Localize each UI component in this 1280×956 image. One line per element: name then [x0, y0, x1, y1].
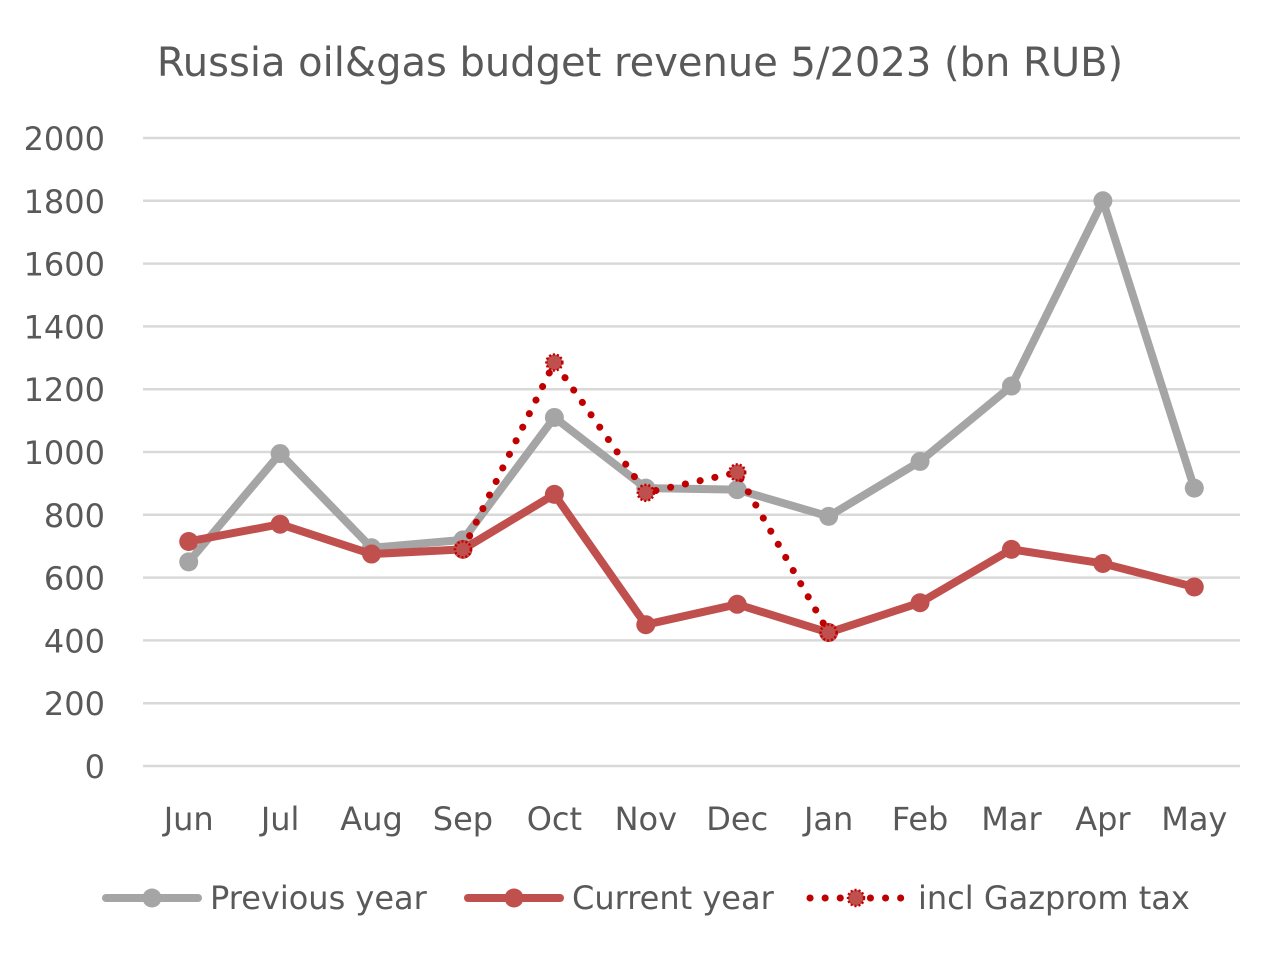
series-line	[184, 196, 1199, 566]
data-point	[179, 552, 199, 572]
y-tick-label: 1000	[24, 434, 105, 472]
x-tick-label: Mar	[981, 800, 1042, 838]
y-axis-ticks: 0 200 400 600 800 1000 1200 1400 1600 1800 2000	[24, 120, 105, 786]
legend-label: Current year	[572, 879, 775, 917]
data-point	[910, 451, 930, 471]
x-tick-label: Feb	[892, 800, 949, 838]
data-point	[1001, 539, 1021, 559]
data-point	[1184, 478, 1204, 498]
series-line	[459, 359, 833, 637]
data-point	[727, 480, 747, 500]
legend-marker	[846, 888, 866, 908]
data-point	[727, 463, 747, 482]
x-tick-label: Jan	[802, 800, 853, 838]
data-point	[819, 506, 839, 526]
legend-entry: Current year	[464, 879, 775, 917]
legend-label: Previous year	[210, 879, 428, 917]
y-tick-label: 2000	[24, 120, 105, 158]
data-point	[270, 444, 290, 464]
y-tick-label: 600	[44, 560, 105, 598]
x-axis-ticks: Jun Jul Aug Sep Oct Nov Dec Jan Feb Mar Apr May	[162, 800, 1228, 838]
y-tick-label: 800	[44, 497, 105, 535]
data-point	[1001, 376, 1021, 396]
x-tick-label: Apr	[1075, 800, 1131, 838]
x-tick-label: Dec	[706, 800, 768, 838]
data-point	[727, 594, 747, 614]
y-tick-label: 1800	[24, 183, 105, 221]
data-point	[270, 514, 290, 534]
data-point	[453, 540, 473, 559]
y-tick-label: 1400	[24, 308, 105, 346]
y-tick-label: 200	[44, 685, 105, 723]
data-point	[545, 353, 564, 372]
legend-entry: incl Gazprom tax	[806, 879, 1190, 917]
series-group	[179, 191, 1204, 643]
data-point	[1184, 577, 1204, 597]
x-tick-label: Sep	[433, 800, 493, 838]
x-tick-label: Nov	[615, 800, 677, 838]
data-point	[544, 484, 564, 504]
legend: Previous year Current year incl Gazprom ta…	[102, 879, 1190, 917]
series-incl-gazprom-tax	[453, 353, 838, 642]
x-tick-label: Jul	[259, 800, 300, 838]
y-tick-label: 1200	[24, 371, 105, 409]
y-tick-label: 0	[85, 748, 105, 786]
legend-entry: Previous year	[102, 879, 428, 917]
series-line	[184, 490, 1199, 637]
data-point	[910, 593, 930, 613]
data-point	[544, 407, 564, 427]
chart-title: Russia oil&gas budget revenue 5/2023 (bn…	[157, 40, 1123, 86]
y-tick-label: 400	[44, 622, 105, 660]
x-tick-label: May	[1161, 800, 1227, 838]
data-point	[1093, 191, 1113, 211]
data-point	[362, 544, 382, 564]
data-point	[636, 483, 656, 503]
x-tick-label: Jun	[162, 800, 214, 838]
gridlines	[143, 136, 1240, 768]
x-tick-label: Aug	[340, 800, 402, 838]
data-point	[179, 531, 199, 551]
legend-marker	[504, 888, 524, 908]
legend-label: incl Gazprom tax	[918, 879, 1190, 917]
data-point	[819, 623, 838, 642]
x-tick-label: Oct	[527, 800, 582, 838]
y-tick-label: 1600	[24, 246, 105, 284]
data-point	[636, 615, 656, 635]
legend-marker	[142, 888, 162, 908]
data-point	[1093, 553, 1113, 573]
